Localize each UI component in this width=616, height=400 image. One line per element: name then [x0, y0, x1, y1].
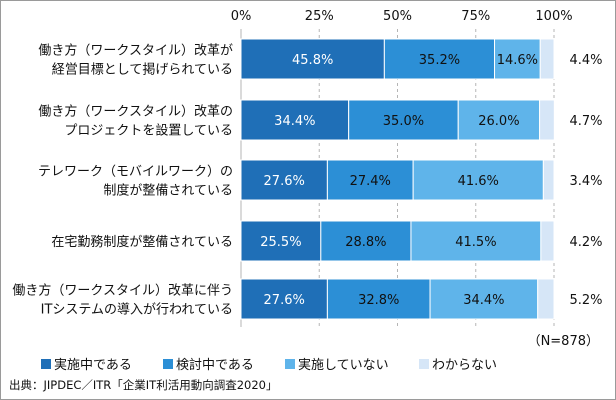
data-label: 5.2%	[569, 293, 602, 308]
bar-segment	[240, 38, 385, 80]
bar-segment	[412, 159, 544, 201]
x-tick-label: 25%	[305, 9, 334, 24]
data-label: 41.5%	[455, 235, 496, 250]
bar-segment	[383, 38, 496, 80]
bar-segment	[240, 159, 328, 201]
data-label: 4.4%	[569, 53, 602, 68]
data-label: 14.6%	[497, 53, 538, 68]
category-label: 在宅勤務制度が整備されている	[51, 234, 233, 250]
data-label: 27.6%	[264, 174, 305, 189]
bar-segment	[429, 278, 539, 320]
data-label: 26.0%	[478, 114, 519, 129]
bar-segment	[494, 38, 541, 80]
x-tick-label: 100%	[535, 9, 572, 24]
category-label: プロジェクトを設置している	[64, 123, 233, 139]
data-label: 25.5%	[260, 235, 301, 250]
bar-segment	[326, 278, 431, 320]
category-label: 働き方（ワークスタイル）改革が	[38, 43, 233, 59]
data-label: 34.4%	[274, 114, 315, 129]
data-label: 4.2%	[569, 235, 602, 250]
x-tick-label: 50%	[383, 9, 412, 24]
data-label: 32.8%	[358, 293, 399, 308]
category-label: 働き方（ワークスタイル）改革に伴う	[12, 283, 233, 299]
legend-swatch	[285, 359, 295, 369]
legend-swatch	[163, 359, 173, 369]
category-label: 経営目標として掲げられている	[52, 62, 233, 78]
data-label: 28.8%	[345, 235, 386, 250]
data-label: 27.6%	[264, 293, 305, 308]
data-label: 34.4%	[463, 293, 504, 308]
data-label: 41.6%	[458, 174, 499, 189]
bar-segment	[326, 159, 414, 201]
category-label: 制度が整備されている	[103, 183, 233, 199]
legend-label: 検討中である	[176, 357, 254, 373]
data-label: 4.7%	[569, 114, 602, 129]
legend-label: わからない	[432, 358, 497, 373]
sample-size-note: （N=878）	[528, 334, 599, 349]
legend-label: 実施中である	[54, 357, 132, 373]
bar-segment	[540, 220, 555, 262]
legend-swatch	[41, 359, 51, 369]
bar-segment	[542, 159, 555, 201]
data-label: 3.4%	[569, 174, 602, 189]
legend-label: 実施していない	[298, 357, 389, 373]
source-note: 出典：JIPDEC／ITR「企業IT利活用動向調査2020」	[9, 378, 277, 392]
x-tick-label: 0%	[231, 9, 252, 24]
bar-segment	[537, 278, 555, 320]
bar-segment	[410, 220, 542, 262]
category-label: ITシステムの導入が行われている	[41, 303, 233, 318]
data-label: 35.0%	[383, 114, 424, 129]
bar-segment	[240, 278, 328, 320]
data-label: 45.8%	[292, 53, 333, 68]
category-label: 働き方（ワークスタイル）改革の	[38, 104, 233, 120]
legend-swatch	[419, 359, 429, 369]
data-label: 35.2%	[419, 53, 460, 68]
x-tick-label: 75%	[461, 9, 490, 24]
category-label: テレワーク（モバイルワーク）の	[38, 165, 233, 180]
bar-segment	[240, 220, 322, 262]
bar-segment	[539, 38, 555, 80]
data-label: 27.4%	[350, 174, 391, 189]
bar-segment	[539, 99, 555, 141]
